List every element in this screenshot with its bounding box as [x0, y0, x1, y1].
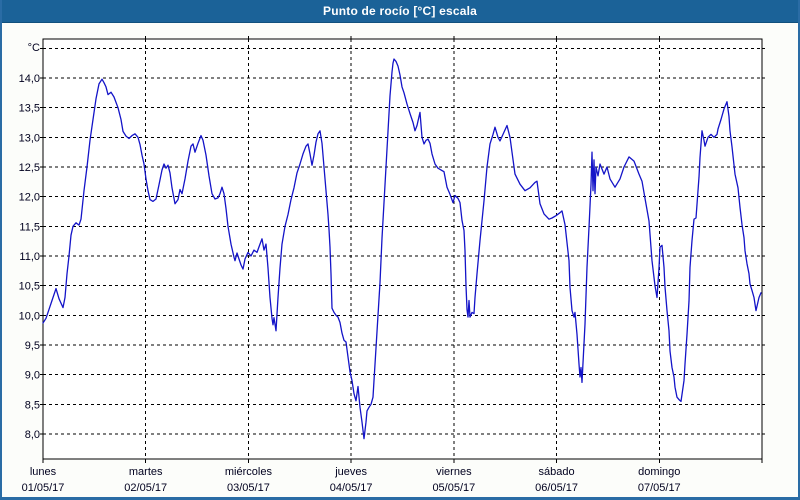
y-tick-label: 13,5 [19, 103, 40, 115]
x-day-name-label: miércoles [225, 466, 273, 478]
x-day-name-label: lunes [30, 466, 57, 478]
y-tick-label: 10,0 [19, 310, 40, 322]
x-day-date-label: 07/05/17 [638, 482, 681, 494]
x-day-name-label: viernes [436, 466, 472, 478]
y-tick-label: 10,5 [19, 281, 40, 293]
x-day-name-label: sábado [539, 466, 575, 478]
y-tick-label: 11,5 [19, 221, 40, 233]
y-tick-label: 8,0 [25, 429, 40, 441]
dewpoint-series-line [42, 58, 762, 440]
x-day-name-label: domingo [638, 466, 680, 478]
y-tick-label: 13,0 [19, 132, 40, 144]
y-tick-label: 12,5 [19, 162, 40, 174]
chart-title: Punto de rocío [°C] escala [322, 4, 478, 18]
x-day-date-label: 01/05/17 [22, 482, 65, 494]
plot-area [42, 38, 763, 460]
y-axis-unit-label: °C [28, 42, 40, 54]
chart-title-bar: Punto de rocío [°C] escala [2, 0, 798, 23]
x-day-date-label: 04/05/17 [330, 482, 373, 494]
y-tick-label: 8,5 [25, 399, 40, 411]
y-tick-label: 9,5 [25, 340, 40, 352]
x-day-date-label: 06/05/17 [535, 482, 578, 494]
x-day-name-label: martes [129, 466, 163, 478]
dewpoint-line-chart: °C 14,0 13,5 13,0 12,5 12,0 11,5 11,0 10,5 10,0 9,… [19, 36, 765, 494]
y-tick-label: 14,0 [19, 73, 40, 85]
x-day-date-label: 05/05/17 [432, 482, 475, 494]
x-day-date-label: 03/05/17 [227, 482, 270, 494]
x-day-date-label: 02/05/17 [124, 482, 167, 494]
y-tick-label: 9,0 [25, 370, 40, 382]
y-tick-label: 12,0 [19, 192, 40, 204]
y-tick-label: 11,0 [19, 251, 40, 263]
x-day-name-label: jueves [334, 466, 367, 478]
